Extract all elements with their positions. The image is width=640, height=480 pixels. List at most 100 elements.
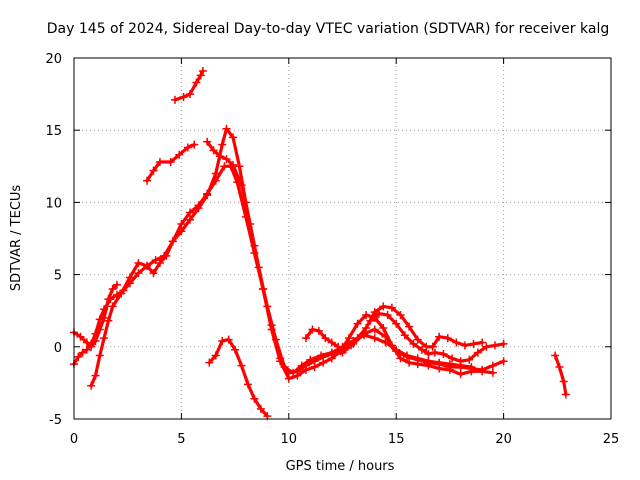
y-tick-label: 10 [45, 196, 62, 211]
y-tick-label: 20 [45, 52, 62, 67]
point-marker [430, 348, 439, 357]
y-tick-label: 0 [54, 341, 62, 356]
point-marker [289, 368, 298, 377]
x-tick-label: 10 [281, 432, 298, 447]
point-marker [175, 150, 184, 159]
x-tick-label: 15 [388, 432, 405, 447]
point-marker [237, 361, 246, 370]
point-marker [198, 66, 207, 75]
point-marker [209, 146, 218, 155]
point-marker [78, 348, 87, 357]
point-marker [478, 367, 487, 376]
point-marker [499, 339, 508, 348]
markers-arc-9 [366, 309, 508, 366]
point-marker [396, 311, 405, 320]
point-marker [151, 256, 160, 265]
point-marker [396, 354, 405, 363]
point-marker [196, 71, 205, 80]
point-marker [293, 371, 302, 380]
point-marker [108, 285, 117, 294]
point-marker [308, 325, 317, 334]
point-marker [383, 311, 392, 320]
point-marker [149, 269, 158, 278]
x-tick-label: 25 [603, 432, 620, 447]
point-marker [280, 363, 289, 372]
point-marker [347, 341, 356, 350]
point-marker [439, 350, 448, 359]
point-marker [460, 341, 469, 350]
point-marker [87, 381, 96, 390]
point-marker [310, 363, 319, 372]
point-marker [222, 124, 231, 133]
markers-arc-4 [143, 140, 199, 185]
point-marker [117, 289, 126, 298]
point-marker [456, 370, 465, 379]
point-marker [177, 227, 186, 236]
point-marker [211, 169, 220, 178]
point-marker [488, 368, 497, 377]
point-marker [362, 311, 371, 320]
point-marker [555, 363, 564, 372]
series-arc-7 [207, 338, 269, 418]
point-marker [561, 390, 570, 399]
point-marker [392, 345, 401, 354]
markers-arc-3 [87, 124, 497, 390]
point-marker [424, 357, 433, 366]
point-marker [203, 137, 212, 146]
point-marker [424, 350, 433, 359]
point-marker [344, 334, 353, 343]
point-marker [375, 309, 384, 318]
point-marker [134, 269, 143, 278]
x-tick-label: 0 [70, 432, 78, 447]
point-marker [250, 394, 259, 403]
point-marker [499, 357, 508, 366]
point-marker [413, 354, 422, 363]
point-marker [170, 95, 179, 104]
markers-arc-8 [301, 302, 487, 354]
markers-arc-6 [203, 137, 476, 377]
point-marker [491, 341, 500, 350]
point-marker [82, 345, 91, 354]
point-marker [155, 259, 164, 268]
point-marker [185, 90, 194, 99]
point-marker [473, 348, 482, 357]
point-marker [162, 251, 171, 260]
point-marker [235, 162, 244, 171]
y-tick-label: -5 [49, 413, 62, 428]
point-marker [370, 334, 379, 343]
point-marker [246, 220, 255, 229]
point-marker [366, 316, 375, 325]
point-marker [488, 361, 497, 370]
point-marker [297, 361, 306, 370]
point-marker [143, 176, 152, 185]
point-marker [379, 302, 388, 311]
point-marker [405, 322, 414, 331]
point-marker [82, 338, 91, 347]
point-marker [203, 191, 212, 200]
point-marker [143, 261, 152, 270]
point-marker [428, 342, 437, 351]
point-marker [413, 335, 422, 344]
markers-arc-5 [170, 66, 207, 104]
point-marker [559, 377, 568, 386]
point-marker [435, 358, 444, 367]
point-marker [166, 157, 175, 166]
point-marker [205, 358, 214, 367]
point-marker [243, 380, 252, 389]
x-tick-label: 5 [177, 432, 185, 447]
point-marker [467, 363, 476, 372]
x-tick-label: 20 [495, 432, 512, 447]
point-marker [112, 280, 121, 289]
x-axis-label: GPS time / hours [286, 459, 395, 474]
point-marker [134, 259, 143, 268]
markers-arc-1 [70, 280, 121, 351]
point-marker [284, 374, 293, 383]
point-marker [183, 143, 192, 152]
data-layer [70, 66, 570, 421]
point-marker [314, 326, 323, 335]
point-marker [108, 302, 117, 311]
point-marker [469, 339, 478, 348]
point-marker [482, 342, 491, 351]
markers-arc-10 [551, 351, 570, 399]
